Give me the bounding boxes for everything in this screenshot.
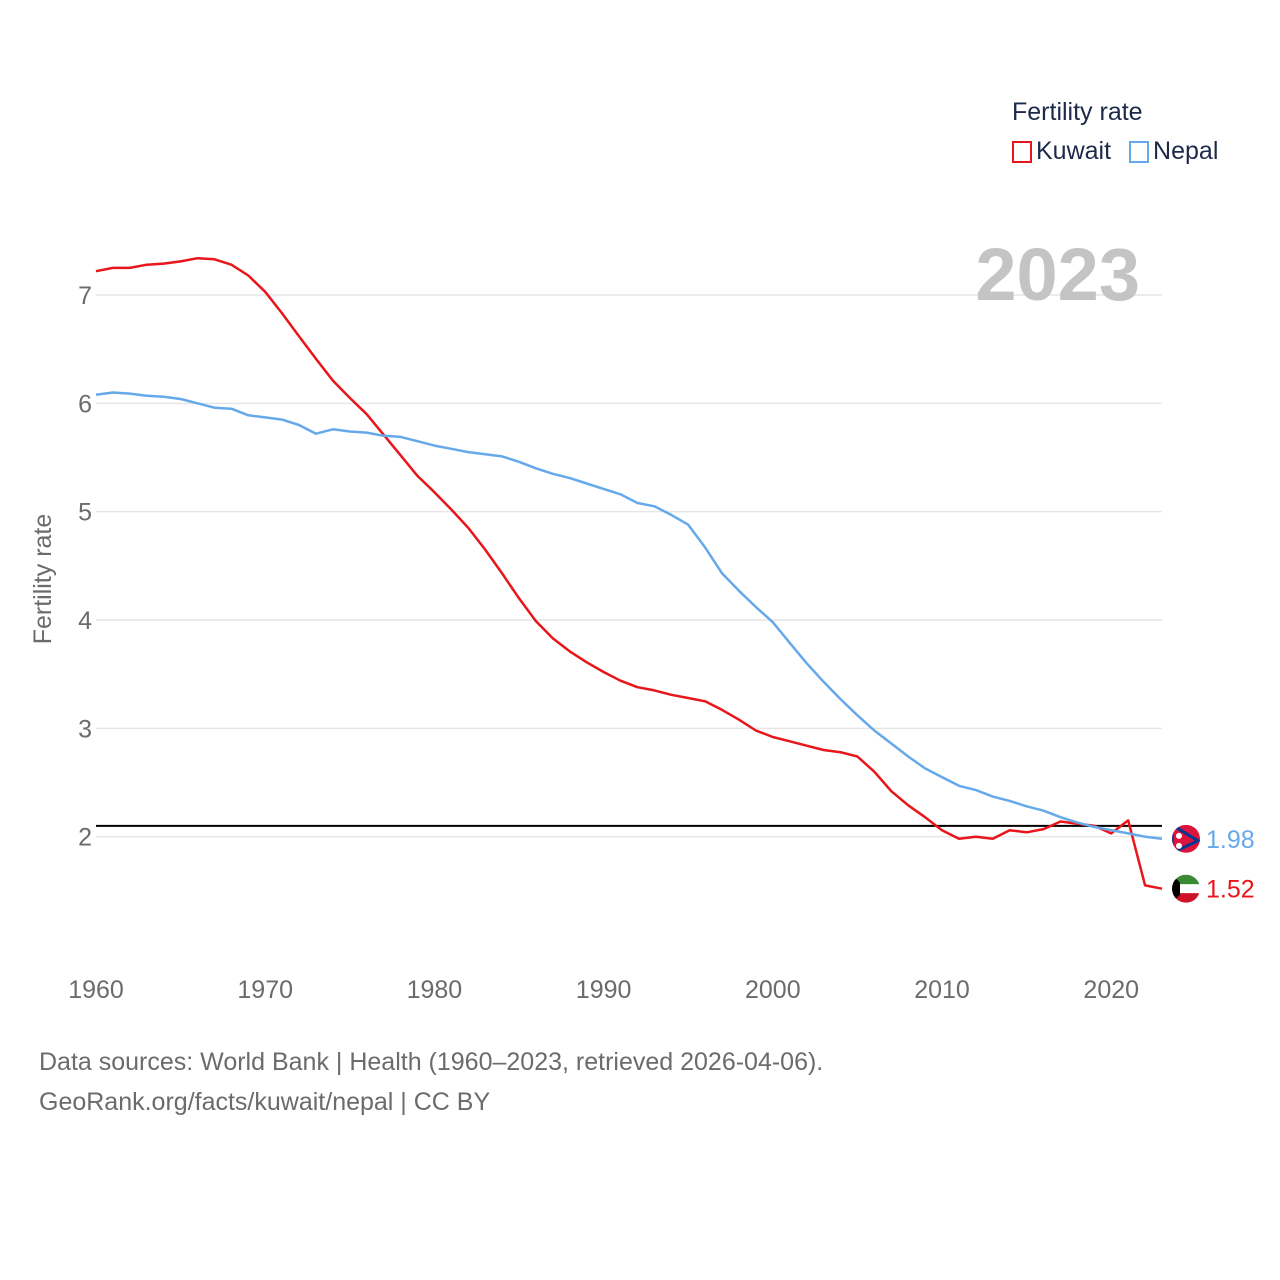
- x-tick-2010: 2010: [914, 976, 970, 1004]
- y-tick-7: 7: [78, 282, 92, 310]
- x-tick-1980: 1980: [407, 976, 463, 1004]
- y-tick-6: 6: [78, 390, 92, 418]
- x-tick-labels: 1960 1970 1980 1990 2000 2010 2020: [68, 976, 1139, 1004]
- series-lines: [95, 256, 1163, 890]
- y-tick-labels: 2 3 4 5 6 7: [78, 282, 92, 852]
- legend-label-nepal: Nepal: [1153, 137, 1219, 165]
- legend-swatch-nepal: [1129, 140, 1150, 163]
- end-label-kuwait: 1.52: [1206, 876, 1255, 904]
- end-label-nepal: 1.98: [1206, 826, 1255, 854]
- end-marker-kuwait: 1.52: [1172, 874, 1255, 904]
- legend-title: Fertility rate: [1012, 98, 1143, 126]
- y-axis-label: Fertility rate: [29, 514, 57, 645]
- nepal-flag-icon: [1172, 824, 1200, 853]
- year-label: 2023: [975, 233, 1140, 316]
- series-line-nepal: [95, 391, 1163, 841]
- x-tick-2020: 2020: [1083, 976, 1139, 1004]
- footer: Data sources: World Bank | Health (1960–…: [39, 1042, 823, 1122]
- y-tick-2: 2: [78, 824, 92, 852]
- data-sources: Data sources: World Bank | Health (1960–…: [39, 1048, 824, 1076]
- x-tick-2000: 2000: [745, 976, 801, 1004]
- legend-swatch-kuwait: [1012, 140, 1032, 163]
- y-tick-4: 4: [78, 607, 92, 635]
- x-tick-1970: 1970: [237, 976, 293, 1004]
- y-tick-5: 5: [78, 499, 92, 527]
- gridlines: [96, 294, 1162, 838]
- end-marker-nepal: 1.98: [1172, 824, 1255, 854]
- series-line-kuwait: [95, 256, 1163, 890]
- legend-item-nepal[interactable]: Nepal: [1129, 137, 1218, 166]
- kuwait-flag-icon: [1172, 874, 1200, 903]
- source-link[interactable]: GeoRank.org/facts/kuwait/nepal | CC BY: [39, 1088, 491, 1116]
- end-markers: 1.52 1.98: [1172, 824, 1255, 904]
- x-tick-1960: 1960: [68, 976, 124, 1004]
- legend-item-kuwait[interactable]: Kuwait: [1012, 137, 1111, 166]
- legend: Fertility rate Kuwait Nepal: [1012, 98, 1218, 166]
- x-tick-1990: 1990: [576, 976, 632, 1004]
- y-tick-3: 3: [78, 715, 92, 743]
- legend-label-kuwait: Kuwait: [1036, 137, 1112, 165]
